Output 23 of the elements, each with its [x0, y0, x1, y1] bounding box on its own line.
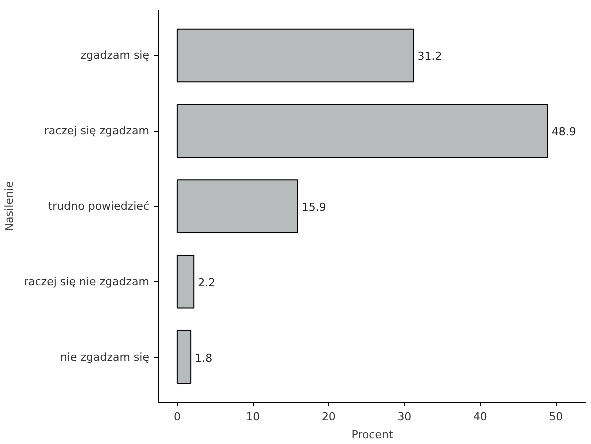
y-tick-label: nie zgadzam się [60, 350, 150, 364]
y-tick-label: zgadzam się [80, 49, 150, 62]
x-tick-label: 0 [174, 410, 181, 424]
bar [176, 255, 195, 309]
data-label: 31.2 [418, 50, 442, 64]
bar [176, 28, 414, 83]
y-axis-title: Nasilenie [3, 181, 16, 232]
data-label: 48.9 [552, 126, 576, 139]
x-tick-label: 40 [473, 410, 488, 424]
bar [176, 104, 548, 158]
x-axis-title: Procent [352, 428, 394, 442]
x-tick-label: 50 [549, 410, 564, 424]
data-label: 1.8 [195, 352, 213, 365]
x-tick-label: 30 [398, 410, 412, 424]
y-tick-label: raczej się zgadzam [44, 124, 150, 138]
bar [176, 180, 298, 234]
data-label: 2.2 [198, 276, 216, 290]
y-tick-label: trudno powiedzieć [48, 200, 150, 213]
data-label: 15.9 [302, 201, 326, 214]
y-tick-label: raczej się nie zgadzam [24, 275, 150, 288]
x-tick-label: 20 [322, 410, 336, 424]
x-tick-label: 10 [246, 410, 260, 424]
bar [176, 330, 192, 384]
